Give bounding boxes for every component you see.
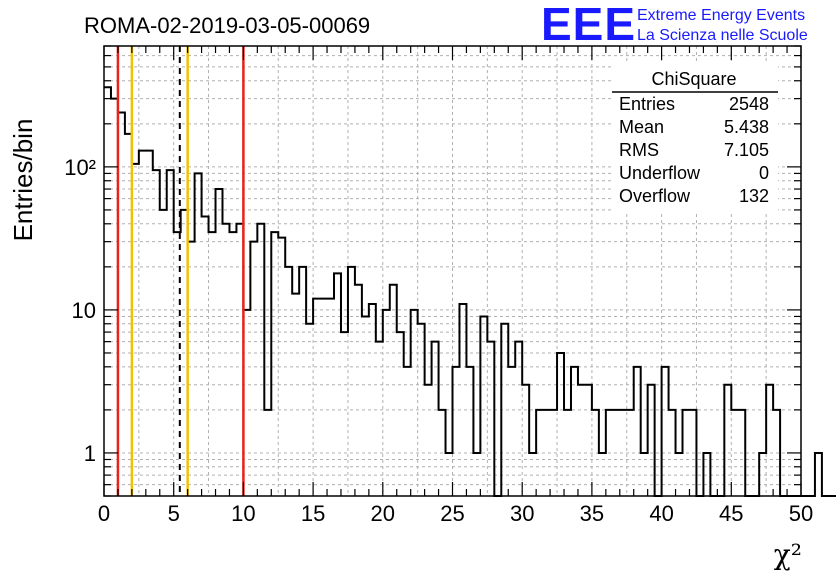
histogram-bin [815, 453, 822, 496]
x-tick-label: 10 [231, 501, 255, 526]
histogram-bin [222, 224, 229, 496]
stats-entries-value: 2548 [729, 94, 769, 114]
histogram-bin [153, 170, 160, 496]
histogram-bin [432, 342, 439, 496]
stats-rms-value: 7.105 [724, 140, 769, 160]
chart-title: ROMA-02-2019-03-05-00069 [84, 13, 370, 38]
histogram-bin [585, 385, 592, 496]
histogram-bin [216, 189, 223, 496]
histogram-bin [571, 367, 578, 496]
histogram-bin [466, 367, 473, 496]
stats-entries-label: Entries [619, 94, 675, 114]
eee-logo-text: EEE [541, 0, 636, 50]
stats-box-background [612, 64, 778, 212]
histogram-bin [271, 232, 278, 496]
x-tick-label: 25 [440, 501, 464, 526]
x-tick-label: 20 [371, 501, 395, 526]
x-tick-label: 40 [649, 501, 673, 526]
histogram-bin [299, 267, 306, 496]
stats-overflow-label: Overflow [619, 186, 691, 206]
histogram-bin [480, 316, 487, 496]
histogram-bin [195, 173, 202, 496]
x-tick-label: 15 [301, 501, 325, 526]
histogram-bin [453, 367, 460, 496]
histogram-bin [411, 310, 418, 496]
x-tick-label: 35 [580, 501, 604, 526]
histogram-bin [515, 342, 522, 496]
stats-mean-label: Mean [619, 117, 664, 137]
histogram-bin [229, 232, 236, 496]
axes: 0 5 10 15 20 25 30 35 40 45 50 1 10 10² [64, 45, 813, 526]
histogram-series [104, 86, 836, 497]
histogram-bin [383, 310, 390, 496]
reference-lines [116, 46, 245, 496]
histogram-bin [487, 342, 494, 496]
histogram-bin [662, 367, 669, 496]
histogram-bin [724, 385, 731, 496]
histogram-bin [557, 353, 564, 496]
x-tick-label: 50 [789, 501, 813, 526]
x-tick-label: 5 [168, 501, 180, 526]
y-tick-label: 10 [72, 298, 96, 323]
x-axis-label: χ² [774, 538, 802, 571]
histogram-bin [250, 242, 257, 496]
histogram-bin [376, 342, 383, 496]
histogram-bin [257, 224, 264, 496]
y-tick-label: 10² [64, 155, 96, 180]
stats-underflow-label: Underflow [619, 163, 701, 183]
y-tick-label: 1 [84, 441, 96, 466]
histogram-bin [634, 367, 641, 496]
x-tick-label: 45 [719, 501, 743, 526]
histogram-bin [202, 216, 209, 496]
histogram-bin [362, 316, 369, 496]
histogram-bin [167, 170, 174, 496]
histogram-bin [578, 385, 585, 496]
histogram-bin [648, 385, 655, 496]
histogram-line [104, 86, 836, 497]
histogram-bin [766, 385, 773, 496]
stats-title: ChiSquare [651, 69, 736, 89]
histogram-bin [522, 385, 529, 496]
stats-overflow-value: 132 [739, 186, 769, 206]
x-tick-label: 0 [98, 501, 110, 526]
histogram-bin [425, 385, 432, 496]
x-tick-label: 30 [510, 501, 534, 526]
eee-logo-line2: La Scienza nelle Scuole [637, 27, 808, 44]
eee-logo-line1: Extreme Energy Events [637, 7, 805, 24]
histogram-bin [404, 367, 411, 496]
eee-logo: EEE Extreme Energy Events La Scienza nel… [541, 0, 808, 50]
histogram-bin [508, 367, 515, 496]
histogram-bin [348, 267, 355, 496]
stats-rms-label: RMS [619, 140, 659, 160]
histogram-bin [341, 332, 348, 496]
histogram-bin [209, 232, 216, 496]
y-axis-label: Entries/bin [8, 119, 38, 242]
histogram-bin [104, 87, 111, 496]
stats-box: ChiSquare Entries 2548 Mean 5.438 RMS 7.… [612, 64, 778, 212]
stats-mean-value: 5.438 [724, 117, 769, 137]
histogram-bin [397, 332, 404, 496]
histogram-bin [285, 267, 292, 496]
stats-underflow-value: 0 [759, 163, 769, 183]
